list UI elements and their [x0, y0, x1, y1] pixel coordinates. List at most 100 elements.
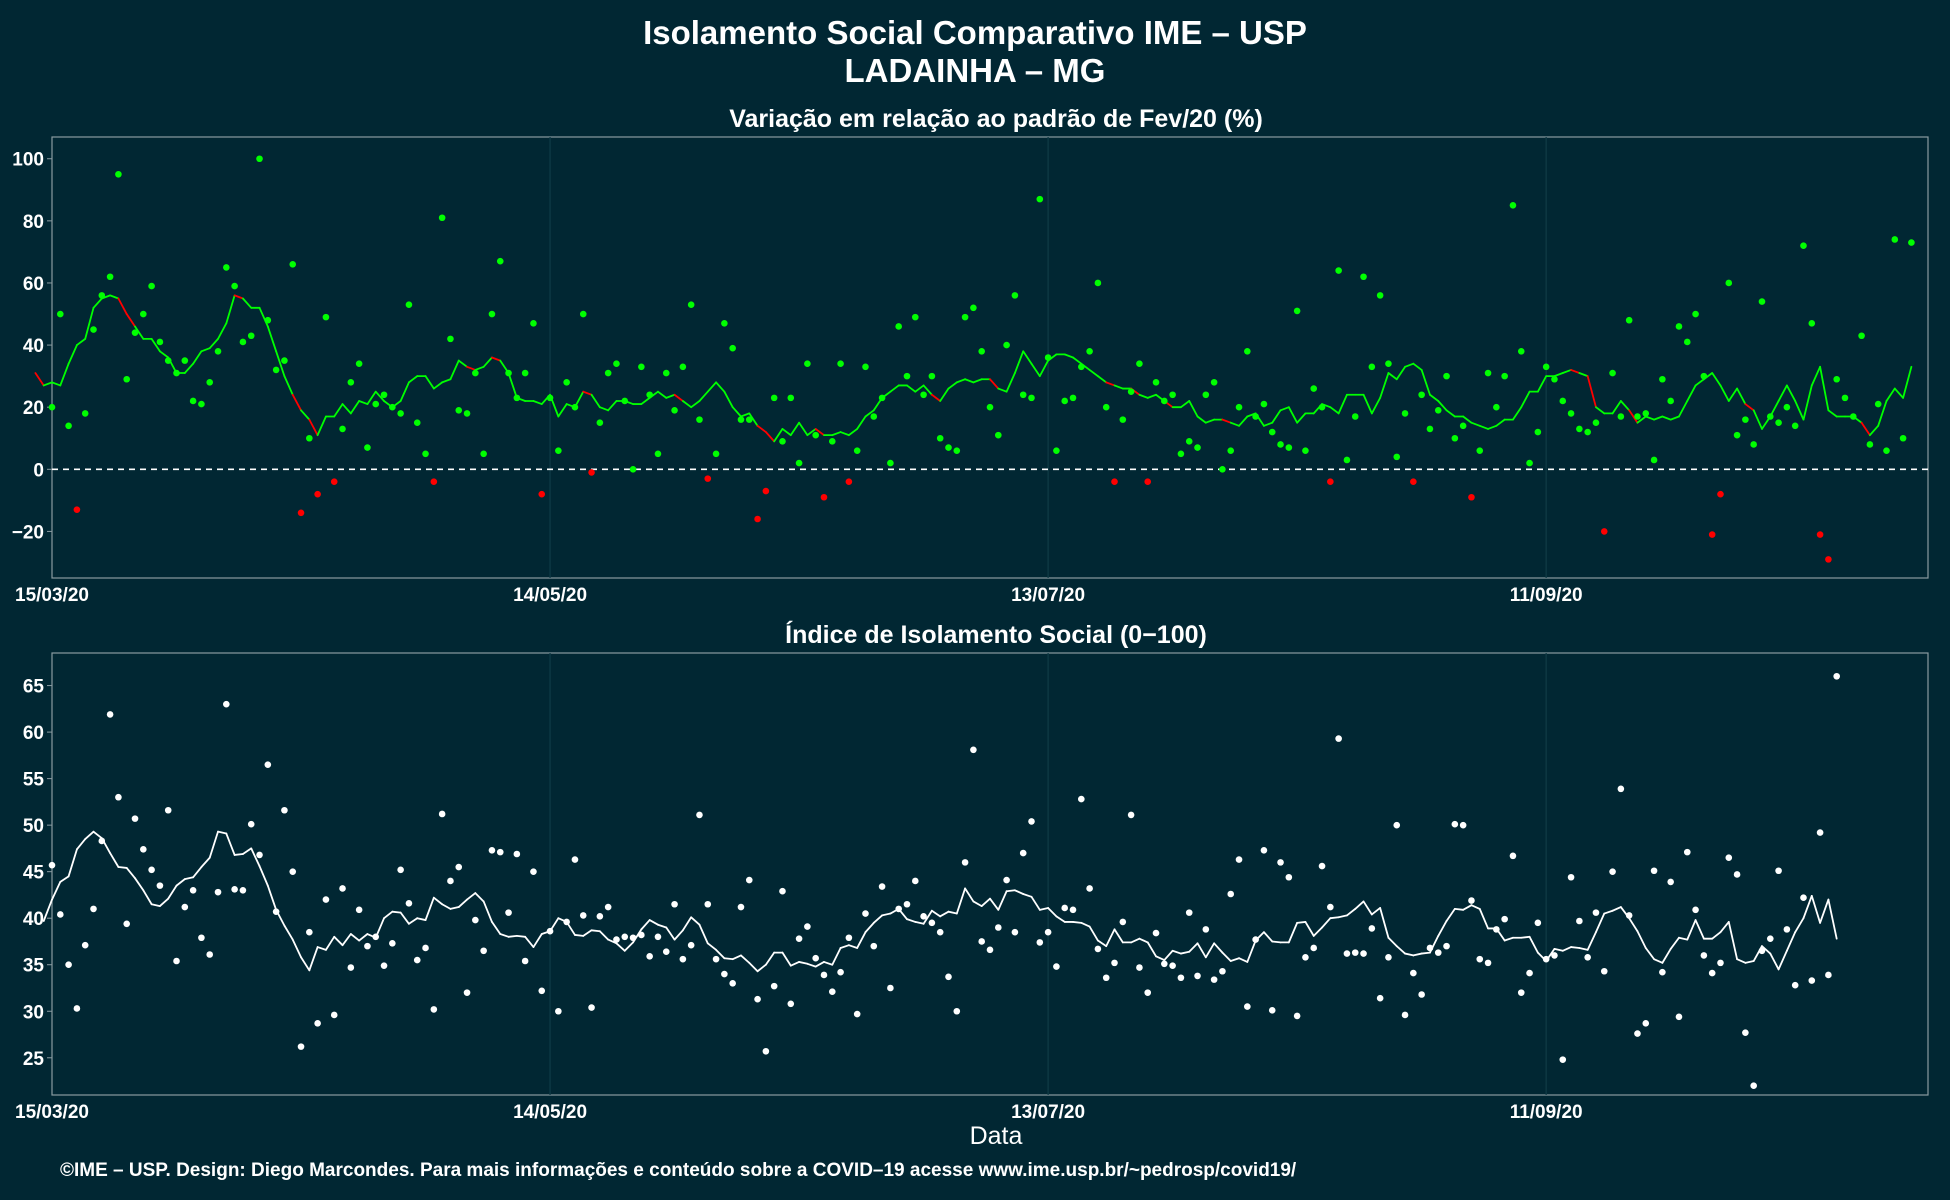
panel2-moving-average-segment [623, 941, 634, 952]
panel1-data-point [513, 394, 521, 402]
panel1-moving-average-segment [1445, 409, 1456, 418]
panel1-data-point [1526, 459, 1533, 467]
panel1-data-point [1675, 323, 1683, 330]
panel2-moving-average-segment [59, 875, 70, 883]
panel2-data-point [364, 942, 371, 950]
panel1-moving-average-segment [989, 378, 1000, 390]
panel2-moving-average-segment [200, 856, 211, 868]
panel2-data-point [687, 941, 695, 949]
panel2-x-tick-label: 15/03/20 [15, 1102, 89, 1123]
panel1-frame [51, 136, 1929, 579]
panel1-data-point [48, 403, 56, 411]
panel1-data-point [289, 261, 297, 268]
panel2-data-point [1476, 955, 1484, 963]
panel1-data-point [1708, 531, 1716, 538]
panel2-moving-average-segment [939, 910, 950, 918]
panel2-moving-average-segment [266, 884, 278, 911]
panel2-moving-average-segment [1337, 914, 1348, 919]
panel1-data-point [330, 478, 338, 486]
panel1-y-tick-label: 60 [23, 274, 44, 295]
panel1-data-point [1426, 425, 1434, 433]
panel1-data-point [1766, 413, 1774, 420]
panel2-data-point [654, 933, 662, 941]
panel2-moving-average-segment [1097, 939, 1108, 948]
panel2-y-tick-label: 35 [23, 956, 45, 977]
panel1-data-point [804, 360, 811, 368]
panel2-y-tick-label: 30 [23, 1002, 44, 1023]
panel1-data-point [1908, 239, 1915, 246]
panel2-moving-average-segment [399, 911, 410, 925]
panel2-moving-average-segment [740, 954, 751, 964]
panel2-moving-average-segment [673, 929, 684, 941]
panel2-moving-average-segment [1171, 949, 1182, 955]
panel2-data-point [945, 973, 952, 981]
panel1-moving-average-segment [1238, 415, 1249, 427]
panel1-data-point [613, 360, 620, 368]
panel1-data-point [1717, 490, 1724, 498]
panel2-moving-average-segment [150, 903, 161, 908]
panel2-moving-average-segment [997, 890, 1008, 911]
panel1-data-point [729, 344, 736, 352]
panel2-moving-average-segment [291, 938, 302, 959]
panel2-moving-average-segment [1213, 942, 1224, 954]
panel2-data-point [646, 953, 653, 960]
panel2-y-tick-label: 25 [23, 1049, 45, 1070]
panel1-data-point [1808, 320, 1816, 327]
panel1-moving-average-segment [997, 387, 1008, 393]
panel2-data-point [73, 1005, 81, 1012]
panel1-moving-average-segment [1279, 406, 1290, 412]
panel1-moving-average-segment [557, 403, 568, 418]
panel1-moving-average-segment [192, 350, 203, 365]
panel2-data-point [1227, 890, 1235, 898]
panel1-moving-average-segment [1877, 400, 1888, 427]
panel1-moving-average-segment [598, 406, 610, 412]
panel1-data-point [928, 372, 936, 380]
panel2-data-point [289, 868, 297, 875]
panel2-data-point [447, 877, 454, 885]
chart-title-line1: Isolamento Social Comparativo IME – USP [643, 14, 1307, 51]
panel2-moving-average-segment [515, 934, 527, 938]
panel1-moving-average-segment [1180, 400, 1191, 409]
panel1-moving-average-segment [1271, 409, 1282, 424]
panel1-data-point [953, 447, 961, 454]
panel1-moving-average-segment [76, 337, 87, 346]
panel1-moving-average-segment [1329, 406, 1340, 415]
panel1-data-point [1044, 354, 1052, 361]
panel2-moving-average-segment [250, 847, 261, 867]
panel2-moving-average-segment [1055, 915, 1066, 923]
panel2-data-point [488, 846, 496, 854]
panel2-data-point [903, 900, 911, 908]
panel1-moving-average-segment [798, 421, 809, 437]
panel1-data-point [1484, 369, 1492, 377]
panel2-data-point [173, 957, 180, 965]
panel2-data-point [1526, 969, 1533, 977]
panel2-moving-average-segment [1520, 935, 1531, 939]
panel2-moving-average-segment [1005, 889, 1016, 893]
panel1-moving-average-segment [291, 393, 302, 412]
panel1-data-point [555, 447, 562, 454]
panel1-moving-average-segment [1678, 400, 1689, 418]
panel1-moving-average-segment [1893, 387, 1904, 399]
panel1-data-point [181, 357, 189, 364]
panel2-data-point [862, 910, 869, 917]
panel2-moving-average-segment [449, 906, 460, 910]
panel2-data-point [1252, 936, 1259, 943]
panel1-y-tick-label: −20 [12, 522, 44, 543]
panel1-moving-average-segment [1138, 393, 1149, 399]
panel2-data-point [953, 1007, 961, 1015]
panel2-data-point [281, 806, 288, 814]
panel1-moving-average-segment [1611, 400, 1622, 415]
panel1-moving-average-segment [1263, 421, 1274, 427]
panel2-moving-average-segment [134, 877, 145, 892]
panel2-moving-average-segment [789, 961, 800, 967]
panel2-data-point [1368, 925, 1376, 932]
panel2-moving-average-segment [574, 934, 585, 937]
panel2-data-point [223, 700, 230, 708]
panel1-data-point [1451, 434, 1459, 442]
panel1-moving-average-segment [1420, 369, 1431, 396]
panel1-data-point [1252, 413, 1259, 420]
panel2-data-point [264, 761, 272, 768]
panel1-moving-average-segment [258, 306, 269, 328]
panel2-data-point [1659, 968, 1666, 976]
